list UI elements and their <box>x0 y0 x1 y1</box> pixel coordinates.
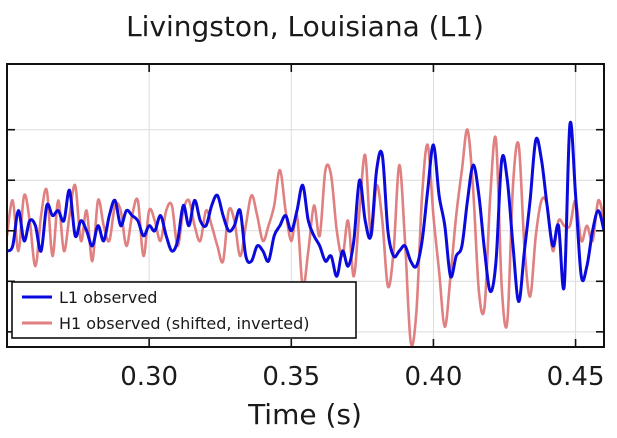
chart-title: Livingston, Louisiana (L1) <box>126 10 484 43</box>
x-tick-label: 0.30 <box>120 362 178 392</box>
series-l1-observed <box>7 120 604 304</box>
x-tick-label: 0.35 <box>262 362 320 392</box>
ticks: 0.30 0.35 0.40 0.45 <box>7 64 605 392</box>
series-layer <box>7 120 604 347</box>
legend-label-h1: H1 observed (shifted, inverted) <box>59 314 310 333</box>
legend-box <box>11 281 357 339</box>
x-tick-label: 0.45 <box>547 362 605 392</box>
legend: L1 observed H1 observed (shifted, invert… <box>11 281 357 339</box>
x-axis-label: Time (s) <box>247 398 362 431</box>
legend-label-l1: L1 observed <box>59 288 157 307</box>
x-tick-label: 0.40 <box>404 362 462 392</box>
plot-frame <box>6 63 605 348</box>
series-h1-observed <box>7 128 604 347</box>
